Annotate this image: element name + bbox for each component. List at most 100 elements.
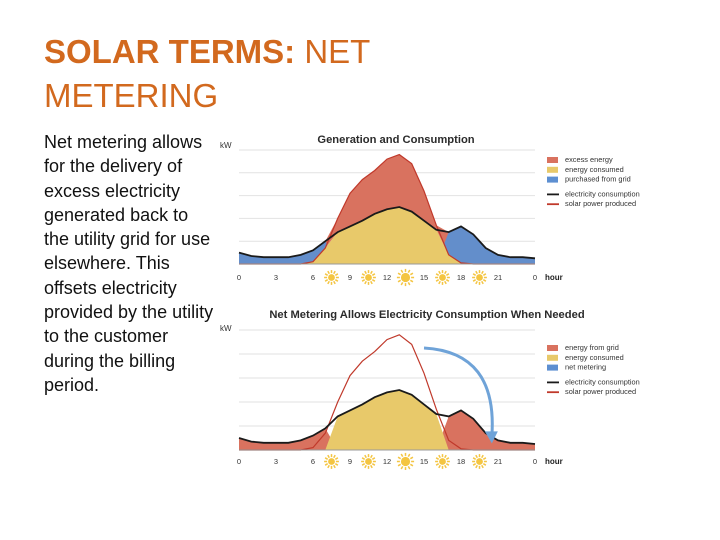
legend-entry: energy from grid: [547, 343, 619, 352]
sun-disc: [365, 458, 372, 465]
sun-disc: [439, 274, 446, 281]
sun-disc: [400, 272, 411, 283]
legend-label: excess energy: [565, 155, 613, 164]
sun-ray: [324, 273, 329, 276]
x-tick-label: 15: [420, 273, 428, 282]
moon-shape: [254, 455, 261, 468]
moon-icon: [254, 455, 261, 468]
y-axis-unit-label: kW: [220, 141, 232, 150]
x-axis-label: hour: [545, 273, 563, 282]
sun-ray: [364, 270, 367, 275]
legend-entry: solar power produced: [547, 199, 636, 208]
sun-icon: [324, 270, 339, 285]
sun-ray: [444, 270, 447, 275]
area-purchased-from-grid: [239, 226, 535, 264]
sun-ray: [482, 279, 487, 282]
sun-ray: [370, 454, 373, 459]
sun-icon: [396, 452, 415, 470]
sun-ray: [444, 464, 447, 469]
sun-ray: [438, 270, 441, 275]
sun-ray: [475, 270, 478, 275]
moon-icon: [291, 455, 298, 468]
moon-shape: [513, 455, 520, 468]
sun-ray: [324, 457, 329, 460]
x-tick-label: 3: [274, 273, 278, 282]
moon-shape: [291, 271, 298, 284]
sun-ray: [482, 457, 487, 460]
arrow-shaft: [423, 346, 494, 437]
sun-ray: [334, 463, 339, 466]
sun-ray: [397, 463, 402, 467]
sun-ray: [472, 463, 477, 466]
moon-icon: [513, 455, 520, 468]
sun-ray: [407, 269, 411, 274]
chart-title: Generation and Consumption: [317, 134, 474, 146]
x-tick-label: 0: [533, 457, 537, 466]
legend-swatch: [547, 364, 558, 371]
sun-disc: [476, 274, 483, 281]
x-axis-label: hour: [545, 457, 563, 466]
sun-ray: [444, 280, 447, 285]
slide-title-rest: NET METERING: [44, 33, 370, 114]
sun-ray: [435, 457, 440, 460]
sun-icon: [435, 270, 450, 285]
x-tick-label: 18: [457, 273, 465, 282]
sun-ray: [472, 273, 477, 276]
legend-swatch: [547, 354, 558, 361]
sun-ray: [370, 464, 373, 469]
sun-ray: [438, 454, 441, 459]
sun-ray: [407, 465, 411, 470]
legend-swatch: [547, 157, 558, 163]
line-electricity-consumption: [238, 206, 536, 260]
sun-icon: [361, 270, 376, 285]
sun-ray: [334, 279, 339, 282]
sun-ray: [409, 463, 414, 467]
sun-ray: [407, 281, 411, 286]
legend-label: energy consumed: [565, 353, 624, 362]
y-axis-unit-label: kW: [220, 324, 232, 333]
sun-ray: [472, 457, 477, 460]
sun-ray: [333, 270, 336, 275]
sun-disc: [365, 274, 372, 281]
moon-icon: [291, 271, 298, 284]
sun-ray: [481, 454, 484, 459]
body-text: Net metering allows for the delivery of …: [44, 132, 214, 395]
sun-icon: [396, 268, 415, 287]
area-fills: [239, 390, 535, 450]
x-tick-label: 18: [457, 457, 465, 466]
sun-ray: [409, 272, 414, 276]
sun-ray: [333, 464, 336, 469]
sun-ray: [324, 463, 329, 466]
x-tick-label: 21: [494, 457, 502, 466]
x-tick-label: 12: [383, 457, 391, 466]
moon-shape: [513, 271, 520, 284]
sun-ray: [435, 463, 440, 466]
sun-ray: [327, 464, 330, 469]
sun-ray: [361, 457, 366, 460]
sun-ray: [364, 464, 367, 469]
sun-ray: [409, 279, 414, 283]
legend-label: solar power produced: [565, 387, 636, 396]
area-energy-consumed: [239, 207, 535, 264]
sun-ray: [364, 454, 367, 459]
x-tick-label: 9: [348, 457, 352, 466]
sun-ray: [445, 273, 450, 276]
sun-ray: [397, 456, 402, 460]
sun-ray: [397, 272, 402, 276]
legend-swatch: [547, 176, 558, 183]
sun-ray: [361, 273, 366, 276]
sun-disc: [439, 458, 446, 465]
sun-ray: [371, 279, 376, 282]
sun-ray: [475, 280, 478, 285]
area-energy-from-grid: [239, 410, 535, 450]
legend-entry: electricity consumption: [547, 377, 640, 386]
sun-ray: [482, 273, 487, 276]
sun-ray: [400, 269, 404, 274]
x-tick-label: 6: [311, 273, 315, 282]
legend-label: electricity consumption: [565, 377, 640, 386]
sun-ray: [481, 280, 484, 285]
x-tick-label: 6: [311, 457, 315, 466]
legend-entry: electricity consumption: [547, 189, 640, 198]
sun-ray: [409, 456, 414, 460]
